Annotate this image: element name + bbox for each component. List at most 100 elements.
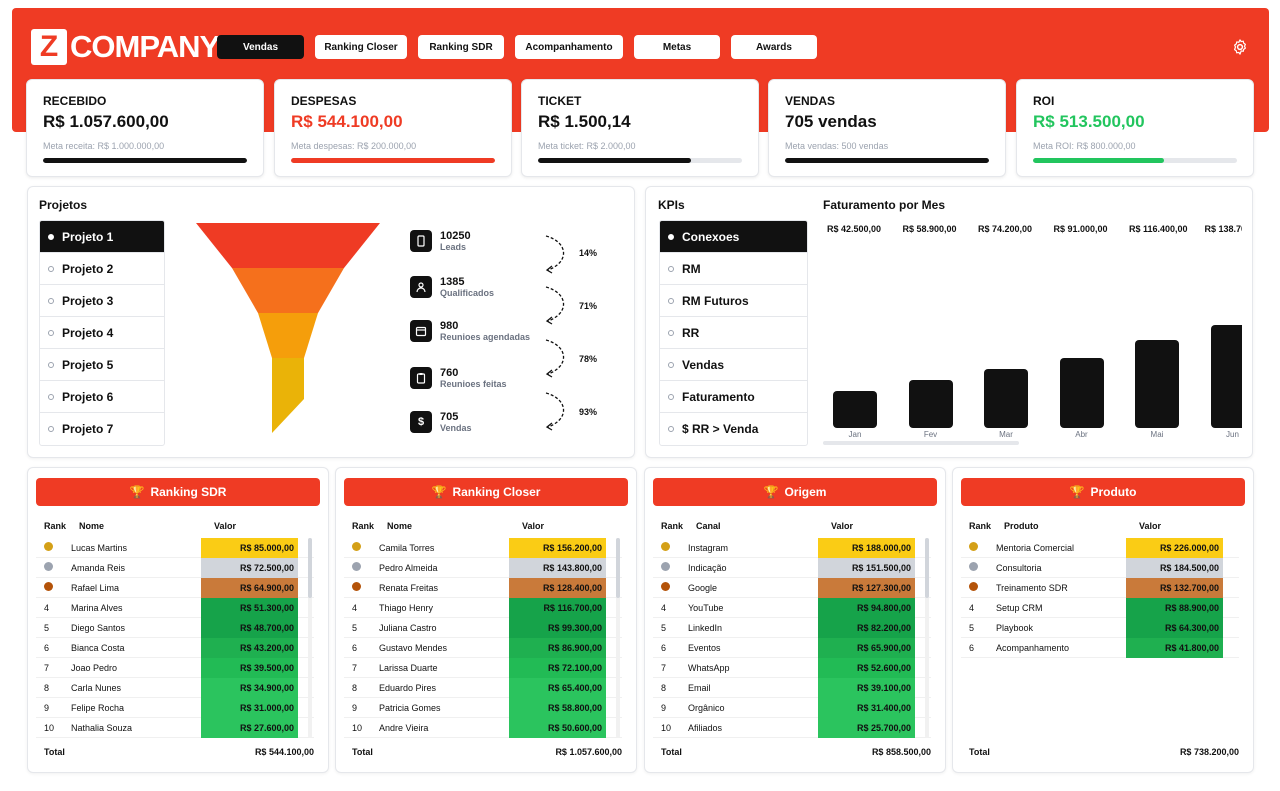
kpi-label: RR: [682, 325, 700, 340]
funnel-label: Leads: [440, 242, 467, 252]
chart-bar[interactable]: [833, 390, 877, 428]
projeto-item[interactable]: Projeto 5: [40, 349, 164, 381]
table-row[interactable]: 10 Andre Vieira R$ 50.600,00: [344, 717, 622, 738]
kpi-item[interactable]: Conexoes: [660, 221, 807, 253]
conversion-arrow: [545, 339, 565, 375]
tab-ranking-sdr[interactable]: Ranking SDR: [418, 35, 504, 59]
kpi-item[interactable]: RM Futuros: [660, 285, 807, 317]
table-row[interactable]: 4 Thiago Henry R$ 116.700,00: [344, 597, 622, 618]
tab-awards[interactable]: Awards: [731, 35, 817, 59]
chart-scrollbar[interactable]: [823, 441, 1019, 445]
table-row[interactable]: 8 Carla Nunes R$ 34.900,00: [36, 677, 314, 698]
projeto-item[interactable]: Projeto 6: [40, 381, 164, 413]
table-scrollbar[interactable]: [308, 538, 312, 738]
scroll-thumb[interactable]: [308, 538, 312, 598]
kpi-item[interactable]: RM: [660, 253, 807, 285]
rank-cell: [653, 562, 688, 573]
funnel-step-reunioes-agendadas: 980 Reunioes agendadas: [410, 320, 530, 343]
table-row[interactable]: 10 Nathalia Souza R$ 27.600,00: [36, 717, 314, 738]
table-row[interactable]: 6 Eventos R$ 65.900,00: [653, 637, 931, 658]
projeto-item[interactable]: Projeto 1: [40, 221, 164, 253]
scroll-thumb[interactable]: [616, 538, 620, 598]
table-scrollbar[interactable]: [616, 538, 620, 738]
table-row[interactable]: Mentoria Comercial R$ 226.000,00: [961, 537, 1239, 558]
table-row[interactable]: 7 Larissa Duarte R$ 72.100,00: [344, 657, 622, 678]
chart-bar[interactable]: [1210, 325, 1242, 428]
kpi-item[interactable]: Faturamento: [660, 381, 807, 413]
table-row[interactable]: 5 Playbook R$ 64.300,00: [961, 617, 1239, 638]
chart-value-label: R$ 91.000,00: [1053, 224, 1108, 234]
projeto-item[interactable]: Projeto 3: [40, 285, 164, 317]
table-row[interactable]: Renata Freitas R$ 128.400,00: [344, 577, 622, 598]
table-row[interactable]: 5 LinkedIn R$ 82.200,00: [653, 617, 931, 638]
phone-icon: [410, 230, 432, 252]
name-cell: Bianca Costa: [71, 642, 125, 653]
table-row[interactable]: Lucas Martins R$ 85.000,00: [36, 537, 314, 558]
table-row[interactable]: 4 Marina Alves R$ 51.300,00: [36, 597, 314, 618]
table-row[interactable]: 9 Felipe Rocha R$ 31.000,00: [36, 697, 314, 718]
table-row[interactable]: Rafael Lima R$ 64.900,00: [36, 577, 314, 598]
rank-title: Ranking Closer: [452, 485, 541, 499]
kpi-item[interactable]: $ RR > Venda: [660, 413, 807, 445]
value-cell: R$ 226.000,00: [1126, 537, 1223, 558]
table-scrollbar[interactable]: [925, 538, 929, 738]
rank-cell: 4: [653, 603, 688, 613]
projeto-item[interactable]: Projeto 2: [40, 253, 164, 285]
rank-cell: 6: [961, 643, 996, 653]
chart-bar[interactable]: [1059, 357, 1104, 428]
rank-cell: 8: [653, 683, 688, 693]
kpi-item[interactable]: RR: [660, 317, 807, 349]
table-row[interactable]: Treinamento SDR R$ 132.700,00: [961, 577, 1239, 598]
projeto-item[interactable]: Projeto 4: [40, 317, 164, 349]
col-header-value: Valor: [1139, 521, 1162, 531]
rank-number: 10: [352, 722, 363, 733]
table-row[interactable]: Instagram R$ 188.000,00: [653, 537, 931, 558]
tab-metas[interactable]: Metas: [634, 35, 720, 59]
table-row[interactable]: 6 Gustavo Mendes R$ 86.900,00: [344, 637, 622, 658]
chart-tick-label: Abr: [1075, 430, 1088, 439]
table-row[interactable]: Camila Torres R$ 156.200,00: [344, 537, 622, 558]
table-row[interactable]: 4 Setup CRM R$ 88.900,00: [961, 597, 1239, 618]
tab-vendas[interactable]: Vendas: [217, 35, 304, 59]
chart-value-label: R$ 116.400,00: [1129, 224, 1188, 234]
table-row[interactable]: 7 Joao Pedro R$ 39.500,00: [36, 657, 314, 678]
table-row[interactable]: Pedro Almeida R$ 143.800,00: [344, 557, 622, 578]
table-row[interactable]: 5 Juliana Castro R$ 99.300,00: [344, 617, 622, 638]
table-row[interactable]: 9 Patricia Gomes R$ 58.800,00: [344, 697, 622, 718]
chart-value-label: R$ 42.500,00: [827, 224, 882, 234]
table-row[interactable]: 8 Eduardo Pires R$ 65.400,00: [344, 677, 622, 698]
table-row[interactable]: Indicação R$ 151.500,00: [653, 557, 931, 578]
table-row[interactable]: Amanda Reis R$ 72.500,00: [36, 557, 314, 578]
scroll-thumb[interactable]: [925, 538, 929, 598]
name-cell: Lucas Martins: [71, 542, 128, 553]
funnel-label: Qualificados: [440, 288, 495, 298]
table-row[interactable]: 7 WhatsApp R$ 52.600,00: [653, 657, 931, 678]
table-row[interactable]: 8 Email R$ 39.100,00: [653, 677, 931, 698]
chart-bar[interactable]: [908, 379, 953, 428]
radio-dot: [48, 361, 54, 368]
table-row[interactable]: 9 Orgânico R$ 31.400,00: [653, 697, 931, 718]
name-cell: WhatsApp: [688, 662, 730, 673]
tab-ranking-closer[interactable]: Ranking Closer: [315, 35, 407, 59]
chart-bar[interactable]: [984, 369, 1028, 428]
table-row[interactable]: 6 Bianca Costa R$ 43.200,00: [36, 637, 314, 658]
value-cell: R$ 127.300,00: [818, 577, 915, 598]
gear-icon[interactable]: [1231, 38, 1249, 56]
total-value: R$ 544.100,00: [254, 747, 314, 757]
table-row[interactable]: 10 Afiliados R$ 25.700,00: [653, 717, 931, 738]
chart-bar[interactable]: [1135, 340, 1179, 428]
tab-acompanhamento[interactable]: Acompanhamento: [515, 35, 623, 59]
table-row[interactable]: Consultoria R$ 184.500,00: [961, 557, 1239, 578]
rank-number: 10: [44, 722, 55, 733]
projeto-label: Projeto 4: [62, 325, 114, 340]
name-cell: Pedro Almeida: [379, 562, 438, 573]
projeto-item[interactable]: Projeto 7: [40, 413, 164, 445]
table-row[interactable]: Google R$ 127.300,00: [653, 577, 931, 598]
rank-number: 5: [44, 622, 50, 633]
table-row[interactable]: 4 YouTube R$ 94.800,00: [653, 597, 931, 618]
table-row[interactable]: 6 Acompanhamento R$ 41.800,00: [961, 637, 1239, 658]
table-row[interactable]: 5 Diego Santos R$ 48.700,00: [36, 617, 314, 638]
kpi-item[interactable]: Vendas: [660, 349, 807, 381]
name-cell: Marina Alves: [71, 602, 123, 613]
medal-icon: [44, 562, 53, 571]
